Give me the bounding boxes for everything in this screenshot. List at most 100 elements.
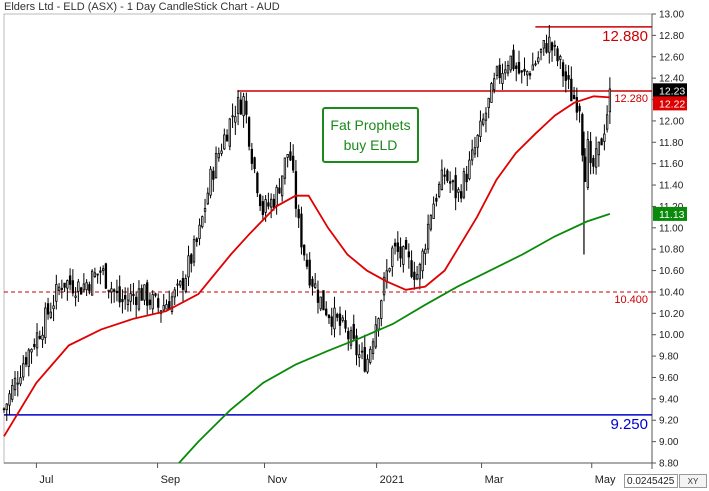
candle-body — [415, 274, 419, 280]
chart-title: Elders Ltd - ELD (ASX) - 1 Day CandleSti… — [4, 1, 280, 13]
candle-body — [531, 64, 534, 71]
candle-body — [487, 97, 490, 109]
candle-body — [517, 62, 521, 74]
candle-body — [605, 114, 609, 130]
candle-body — [366, 358, 369, 373]
candle-body — [68, 275, 72, 285]
candle-body — [542, 40, 545, 49]
crosshair-x-value: 0.0245425 — [624, 474, 678, 488]
candle-body — [570, 78, 573, 102]
candle-body — [179, 280, 182, 286]
y-tick-label: 10.20 — [659, 309, 684, 320]
candle-body — [74, 295, 77, 298]
level-label: 12.280 — [614, 93, 648, 105]
candle-body — [228, 118, 231, 147]
candle-body — [181, 277, 185, 290]
level-label: 12.880 — [602, 28, 648, 45]
candle-body — [327, 314, 331, 319]
price-badge-label: 11.13 — [659, 209, 685, 221]
candle-body — [140, 288, 143, 301]
candle-body — [349, 330, 353, 346]
candle-body — [454, 175, 457, 199]
candle-body — [537, 57, 540, 63]
candle-body — [129, 293, 132, 302]
candle-body — [101, 268, 105, 271]
y-tick-label: 10.40 — [659, 287, 684, 298]
candle-body — [126, 299, 130, 305]
candle-body — [187, 255, 190, 278]
candle-body — [71, 280, 75, 294]
candle-body — [79, 287, 83, 295]
candle-body — [280, 175, 284, 197]
candle-body — [473, 147, 477, 155]
candle-body — [41, 334, 44, 341]
candle-body — [600, 138, 603, 146]
candle-body — [104, 263, 108, 289]
level-label: 9.250 — [610, 416, 648, 433]
candle-body — [391, 247, 394, 267]
x-tick-label: May — [595, 474, 616, 486]
candle-body — [567, 75, 570, 80]
candle-body — [393, 242, 397, 247]
candle-body — [509, 55, 512, 71]
candle-body — [283, 157, 287, 179]
moving-average-short-line — [3, 95, 610, 437]
candle-body — [358, 354, 361, 358]
annotation-box: Fat Prophets buy ELD — [322, 107, 419, 163]
candle-body — [526, 71, 529, 76]
y-tick-label: 9.20 — [659, 416, 679, 427]
candle-body — [352, 323, 355, 339]
candle-body — [504, 69, 507, 74]
x-tick-label: Jul — [39, 474, 53, 486]
candle-body — [44, 307, 47, 338]
candle-body — [556, 48, 559, 62]
candle-body — [341, 317, 344, 321]
candle-body — [99, 270, 102, 273]
candle-body — [382, 276, 386, 296]
candle-body — [297, 209, 300, 219]
candle-body — [212, 170, 215, 180]
x-tick-label: Nov — [267, 474, 287, 486]
candle-body — [308, 259, 311, 286]
candle-body — [603, 133, 606, 142]
candle-body — [192, 239, 196, 263]
candle-body — [258, 194, 262, 207]
y-tick-label: 11.80 — [659, 138, 684, 149]
candle-body — [236, 97, 240, 114]
price-badge-label: 12.23 — [659, 85, 685, 97]
candle-body — [583, 156, 587, 182]
candle-body — [209, 168, 212, 196]
candle-body — [559, 56, 562, 60]
candle-body — [528, 73, 532, 76]
candle-body — [19, 377, 22, 385]
candle-body — [446, 170, 449, 181]
candle-body — [402, 246, 405, 265]
level-label: 10.400 — [614, 294, 648, 306]
candle-body — [267, 202, 270, 207]
candle-body — [223, 134, 226, 150]
candle-body — [448, 181, 452, 184]
candle-body — [13, 377, 17, 391]
candle-body — [493, 78, 496, 91]
candle-body — [451, 180, 455, 183]
y-tick-label: 12.40 — [659, 74, 684, 85]
candle-body — [118, 286, 121, 303]
candle-body — [330, 316, 333, 327]
candle-body — [377, 318, 380, 330]
xy-toggle-button[interactable]: XY — [679, 474, 707, 488]
candle-body — [534, 63, 537, 66]
y-tick-label: 9.80 — [659, 352, 679, 363]
candle-body — [319, 296, 322, 310]
candle-body — [66, 280, 69, 289]
candle-body — [154, 293, 157, 296]
candle-body — [435, 197, 438, 202]
candle-body — [418, 263, 422, 280]
candle-body — [471, 149, 474, 161]
candle-body — [162, 305, 165, 311]
candle-body — [550, 42, 554, 51]
y-tick-label: 11.00 — [659, 223, 684, 234]
candle-body — [198, 224, 201, 239]
candle-body — [457, 189, 460, 193]
candle-body — [217, 153, 220, 159]
